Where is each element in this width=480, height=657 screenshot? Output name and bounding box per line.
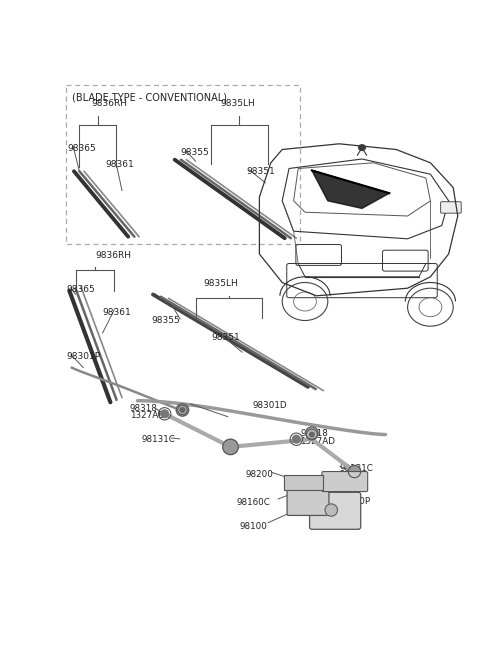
- Text: 98365: 98365: [68, 145, 96, 153]
- Text: 98318: 98318: [130, 404, 157, 413]
- Circle shape: [223, 439, 238, 455]
- Text: 98365: 98365: [66, 285, 95, 294]
- Text: 98100: 98100: [240, 522, 268, 532]
- FancyBboxPatch shape: [287, 486, 329, 516]
- Text: 98351: 98351: [211, 333, 240, 342]
- Text: 98160C: 98160C: [237, 499, 271, 507]
- Text: 98351: 98351: [246, 168, 275, 176]
- Text: 9835LH: 9835LH: [220, 99, 255, 108]
- FancyBboxPatch shape: [322, 472, 368, 491]
- Circle shape: [348, 465, 360, 478]
- Text: 98200: 98200: [246, 470, 274, 479]
- Bar: [66, 85, 300, 244]
- Text: 98301D: 98301D: [252, 401, 287, 410]
- Text: 9835LH: 9835LH: [204, 279, 238, 288]
- Circle shape: [178, 405, 187, 415]
- FancyBboxPatch shape: [284, 474, 323, 490]
- Circle shape: [176, 404, 189, 416]
- Text: 1327AD: 1327AD: [300, 437, 335, 446]
- FancyBboxPatch shape: [310, 492, 360, 530]
- Circle shape: [161, 410, 168, 418]
- Circle shape: [310, 432, 314, 437]
- Text: 98301P: 98301P: [66, 352, 100, 361]
- Text: 98150P: 98150P: [337, 497, 371, 506]
- Text: 9836RH: 9836RH: [91, 99, 127, 108]
- Text: 98131C: 98131C: [142, 436, 175, 444]
- Circle shape: [292, 436, 300, 443]
- Text: 98318: 98318: [300, 429, 328, 438]
- Polygon shape: [312, 170, 389, 208]
- Circle shape: [325, 504, 337, 516]
- Circle shape: [359, 145, 365, 150]
- FancyBboxPatch shape: [441, 202, 461, 213]
- Text: 9836RH: 9836RH: [95, 251, 131, 260]
- Text: 98361: 98361: [105, 160, 134, 169]
- Circle shape: [180, 407, 185, 412]
- Text: (BLADE TYPE - CONVENTIONAL): (BLADE TYPE - CONVENTIONAL): [72, 93, 228, 102]
- Circle shape: [306, 429, 317, 440]
- Text: 98355: 98355: [152, 316, 180, 325]
- Text: 98131C: 98131C: [339, 464, 373, 473]
- Text: 1327AD: 1327AD: [130, 411, 165, 420]
- Text: 98361: 98361: [103, 308, 132, 317]
- Text: 98355: 98355: [180, 148, 209, 157]
- Circle shape: [306, 427, 318, 439]
